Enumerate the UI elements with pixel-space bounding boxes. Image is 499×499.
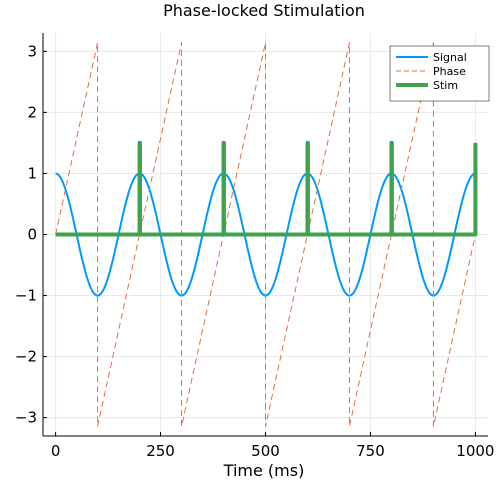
y-tick-label: 3 <box>27 42 37 60</box>
ticks: 0 250 500 750 1000 −3 −2 −1 0 1 2 3 <box>15 42 495 460</box>
y-tick-label: −2 <box>15 348 37 366</box>
legend-label-phase: Phase <box>433 65 466 78</box>
x-tick-label: 0 <box>51 442 61 460</box>
series-stim-line <box>55 140 478 237</box>
x-tick-label: 250 <box>146 442 175 460</box>
y-tick-label: 1 <box>27 164 37 182</box>
x-tick-label: 1000 <box>456 442 494 460</box>
x-axis-label: Time (ms) <box>223 461 305 480</box>
y-tick-label: −1 <box>15 287 37 305</box>
x-tick-label: 500 <box>251 442 280 460</box>
x-tick-label: 750 <box>356 442 385 460</box>
legend-box <box>389 45 490 102</box>
y-tick-label: 2 <box>27 103 37 121</box>
legend-label-signal: Signal <box>433 51 467 64</box>
chart-title: Phase-locked Stimulation <box>163 1 365 20</box>
y-tick-label: 0 <box>27 226 37 244</box>
y-tick-label: −3 <box>15 409 37 427</box>
legend-label-stim: Stim <box>433 79 458 92</box>
series-layer <box>55 42 478 427</box>
